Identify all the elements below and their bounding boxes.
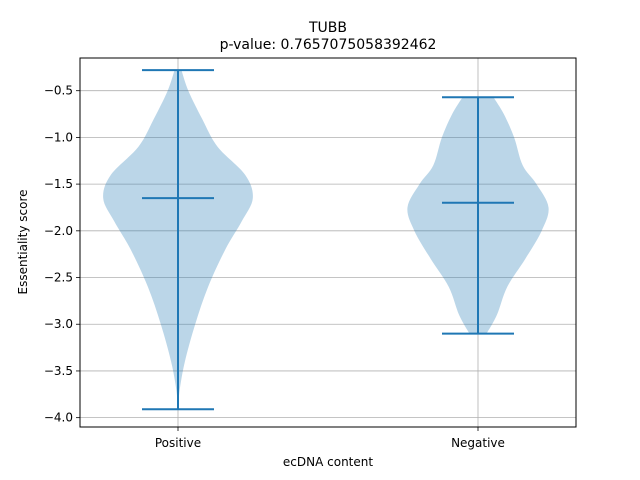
- y-tick-label: −2.5: [44, 271, 73, 285]
- chart-subtitle: p-value: 0.7657075058392462: [220, 37, 437, 53]
- x-axis: Positive Negative: [155, 427, 505, 450]
- y-tick-label: −0.5: [44, 84, 73, 98]
- y-tick-label: −2.0: [44, 224, 73, 238]
- whisker-lines: [142, 69, 514, 411]
- y-axis-label: Essentiality score: [16, 190, 30, 295]
- y-tick-label: −1.0: [44, 130, 73, 144]
- plot-frame: [79, 57, 577, 428]
- y-axis: −4.0 −3.5 −3.0 −2.5 −2.0 −1.5 −1.0 −0.5: [44, 84, 80, 425]
- x-tick-label: Negative: [451, 436, 505, 450]
- chart-title: TUBB: [308, 20, 347, 36]
- y-tick-label: −1.5: [44, 177, 73, 191]
- y-tick-label: −3.5: [44, 364, 73, 378]
- x-axis-label: ecDNA content: [283, 455, 373, 469]
- violin-bodies: [103, 70, 549, 410]
- x-tick-label: Positive: [155, 436, 201, 450]
- y-tick-label: −4.0: [44, 411, 73, 425]
- y-tick-label: −3.0: [44, 317, 73, 331]
